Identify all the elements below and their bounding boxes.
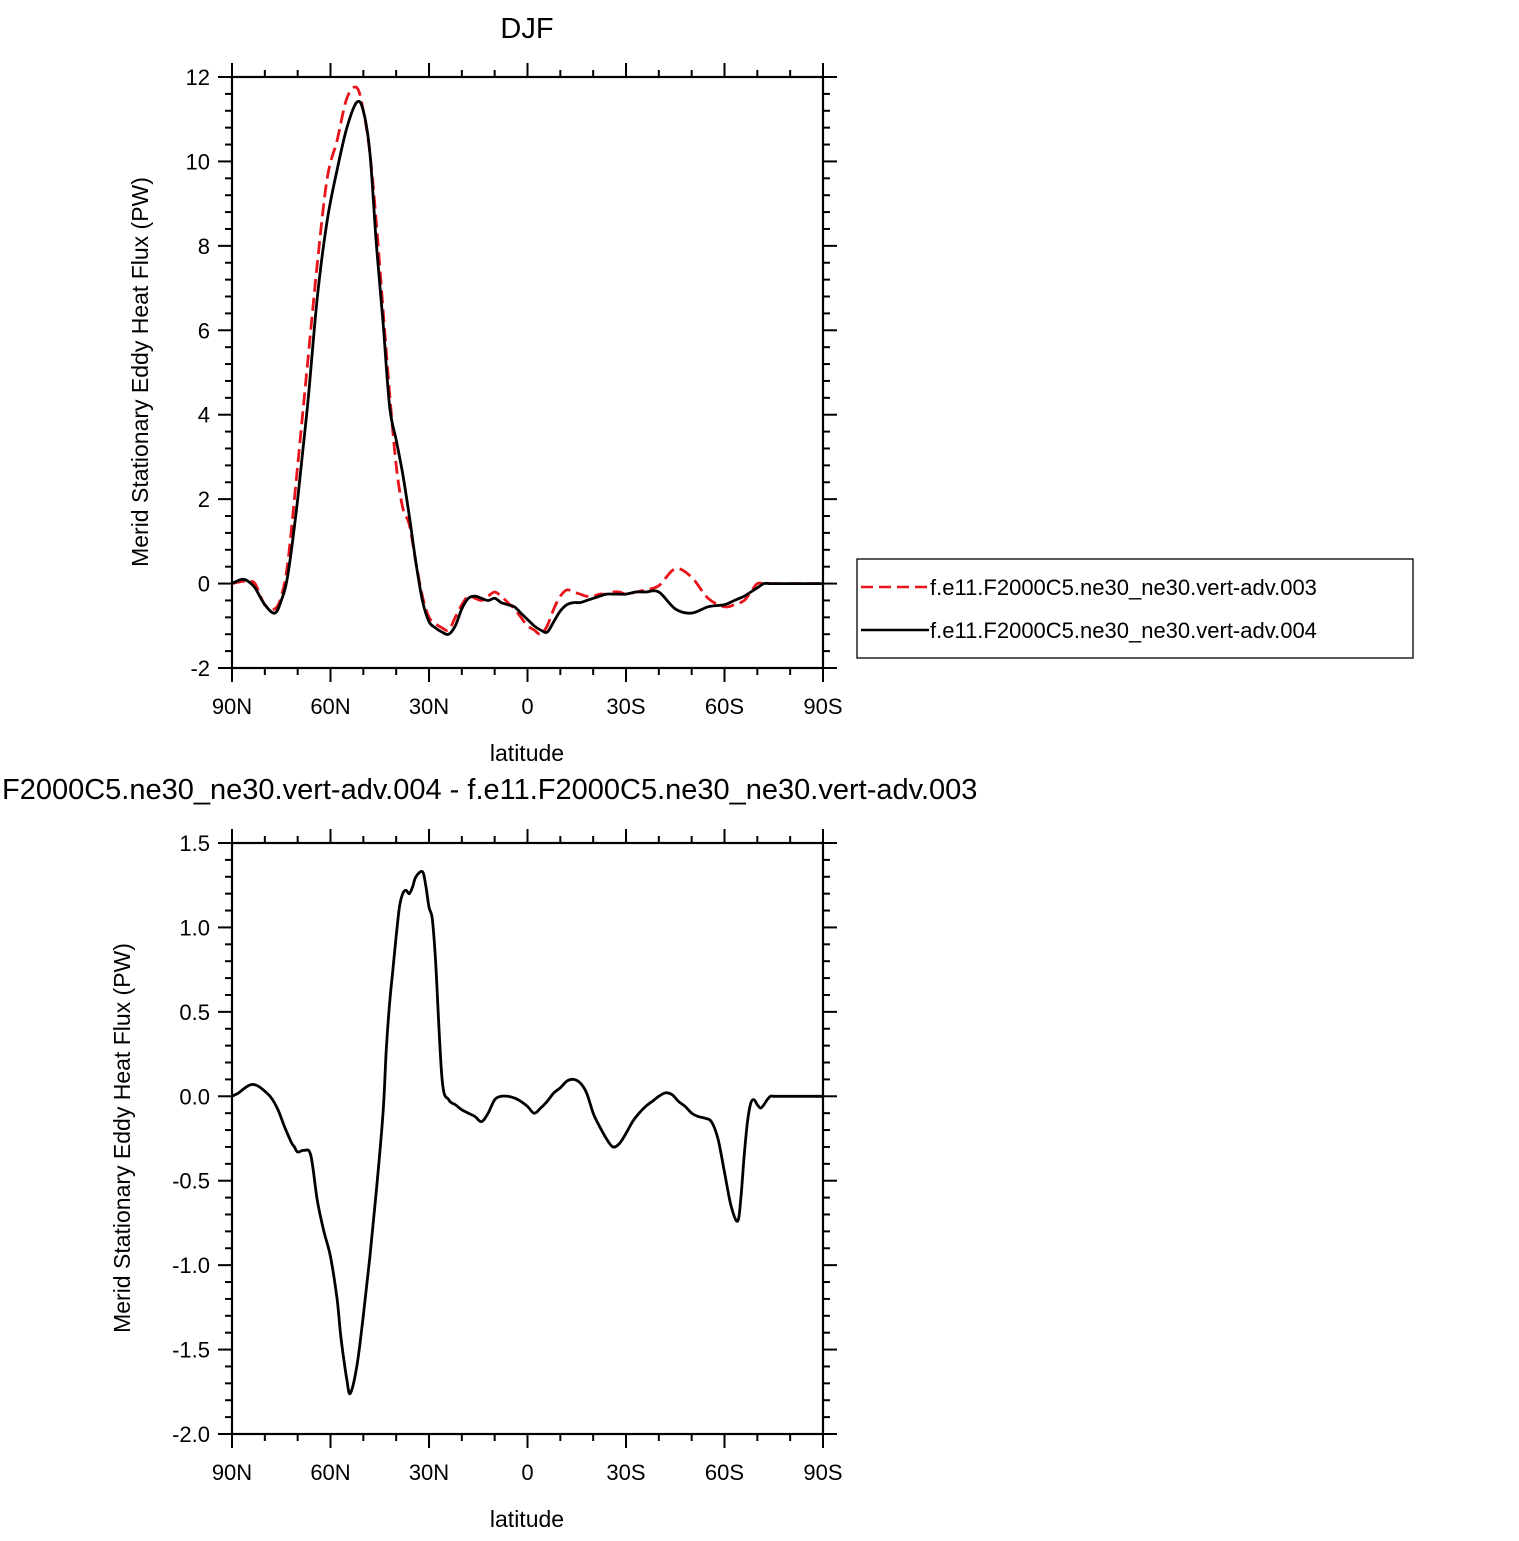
top-x-axis-label: latitude (490, 740, 564, 766)
top-tick-labels: 90N 60N 30N 0 30S 60S 90S 12 10 8 6 4 2 0 -2 (186, 65, 843, 719)
top-ticks (218, 63, 837, 682)
bottom-x-tick-label: 0 (521, 1460, 533, 1485)
bottom-panel: F2000C5.ne30_ne30.vert-adv.004 - f.e11.F… (2, 774, 977, 1532)
top-y-tick-label: 4 (198, 403, 210, 428)
top-series-line-0 (231, 85, 823, 636)
top-x-tick-label: 90S (803, 694, 842, 719)
top-series-line-1 (231, 99, 823, 636)
bottom-y-tick-label: -1.0 (172, 1253, 210, 1278)
top-y-tick-label: 8 (198, 234, 210, 259)
bottom-x-tick-label: 30S (606, 1460, 645, 1485)
top-y-tick-label: 0 (198, 572, 210, 597)
bottom-y-tick-label: 1.0 (179, 915, 210, 940)
bottom-y-tick-label: 0.5 (179, 1000, 210, 1025)
bottom-chart-title: F2000C5.ne30_ne30.vert-adv.004 - f.e11.F… (2, 774, 977, 806)
top-x-tick-label: 60S (705, 694, 744, 719)
legend-label-003: f.e11.F2000C5.ne30_ne30.vert-adv.003 (930, 575, 1317, 600)
bottom-series-line-0 (231, 870, 823, 1396)
legend-label-004: f.e11.F2000C5.ne30_ne30.vert-adv.004 (930, 618, 1317, 643)
bottom-y-axis-label: Merid Stationary Eddy Heat Flux (PW) (109, 943, 135, 1333)
bottom-x-tick-label: 90S (803, 1460, 842, 1485)
bottom-y-tick-label: -2.0 (172, 1422, 210, 1447)
legend-box (856, 558, 1414, 659)
bottom-x-tick-label: 90N (212, 1460, 252, 1485)
bottom-y-tick-label: -0.5 (172, 1169, 210, 1194)
top-y-tick-label: 2 (198, 487, 210, 512)
bottom-y-tick-label: -1.5 (172, 1338, 210, 1363)
bottom-y-tick-label: 1.5 (179, 831, 210, 856)
bottom-ticks (218, 829, 837, 1448)
top-y-tick-label: 10 (186, 149, 210, 174)
top-x-tick-label: 30S (606, 694, 645, 719)
bottom-y-tick-label: 0.0 (179, 1084, 210, 1109)
bottom-series (231, 870, 823, 1396)
top-y-tick-label: 6 (198, 318, 210, 343)
bottom-tick-labels: 90N 60N 30N 0 30S 60S 90S 1.5 1.0 0.5 0.0 -0.5 -1.0 -… (172, 831, 843, 1485)
top-y-axis-label: Merid Stationary Eddy Heat Flux (PW) (127, 177, 153, 567)
bottom-x-tick-label: 30N (409, 1460, 449, 1485)
top-panel: DJF 90N 60N 30N 0 30S 60S 90S 12 10 8 6 4 2 0 -2 latit… (127, 13, 1414, 766)
top-chart-title: DJF (500, 13, 553, 45)
top-x-tick-label: 90N (212, 694, 252, 719)
bottom-x-axis-label: latitude (490, 1506, 564, 1532)
top-y-tick-label: 12 (186, 65, 210, 90)
top-x-tick-label: 60N (310, 694, 350, 719)
bottom-plot-frame (230, 841, 825, 1436)
top-x-tick-label: 30N (409, 694, 449, 719)
top-y-tick-label: -2 (190, 656, 210, 681)
legend: f.e11.F2000C5.ne30_ne30.vert-adv.003 f.e… (856, 558, 1414, 659)
top-series (231, 85, 823, 636)
top-x-tick-label: 0 (521, 694, 533, 719)
bottom-x-tick-label: 60N (310, 1460, 350, 1485)
bottom-x-tick-label: 60S (705, 1460, 744, 1485)
top-plot-frame (230, 75, 825, 670)
